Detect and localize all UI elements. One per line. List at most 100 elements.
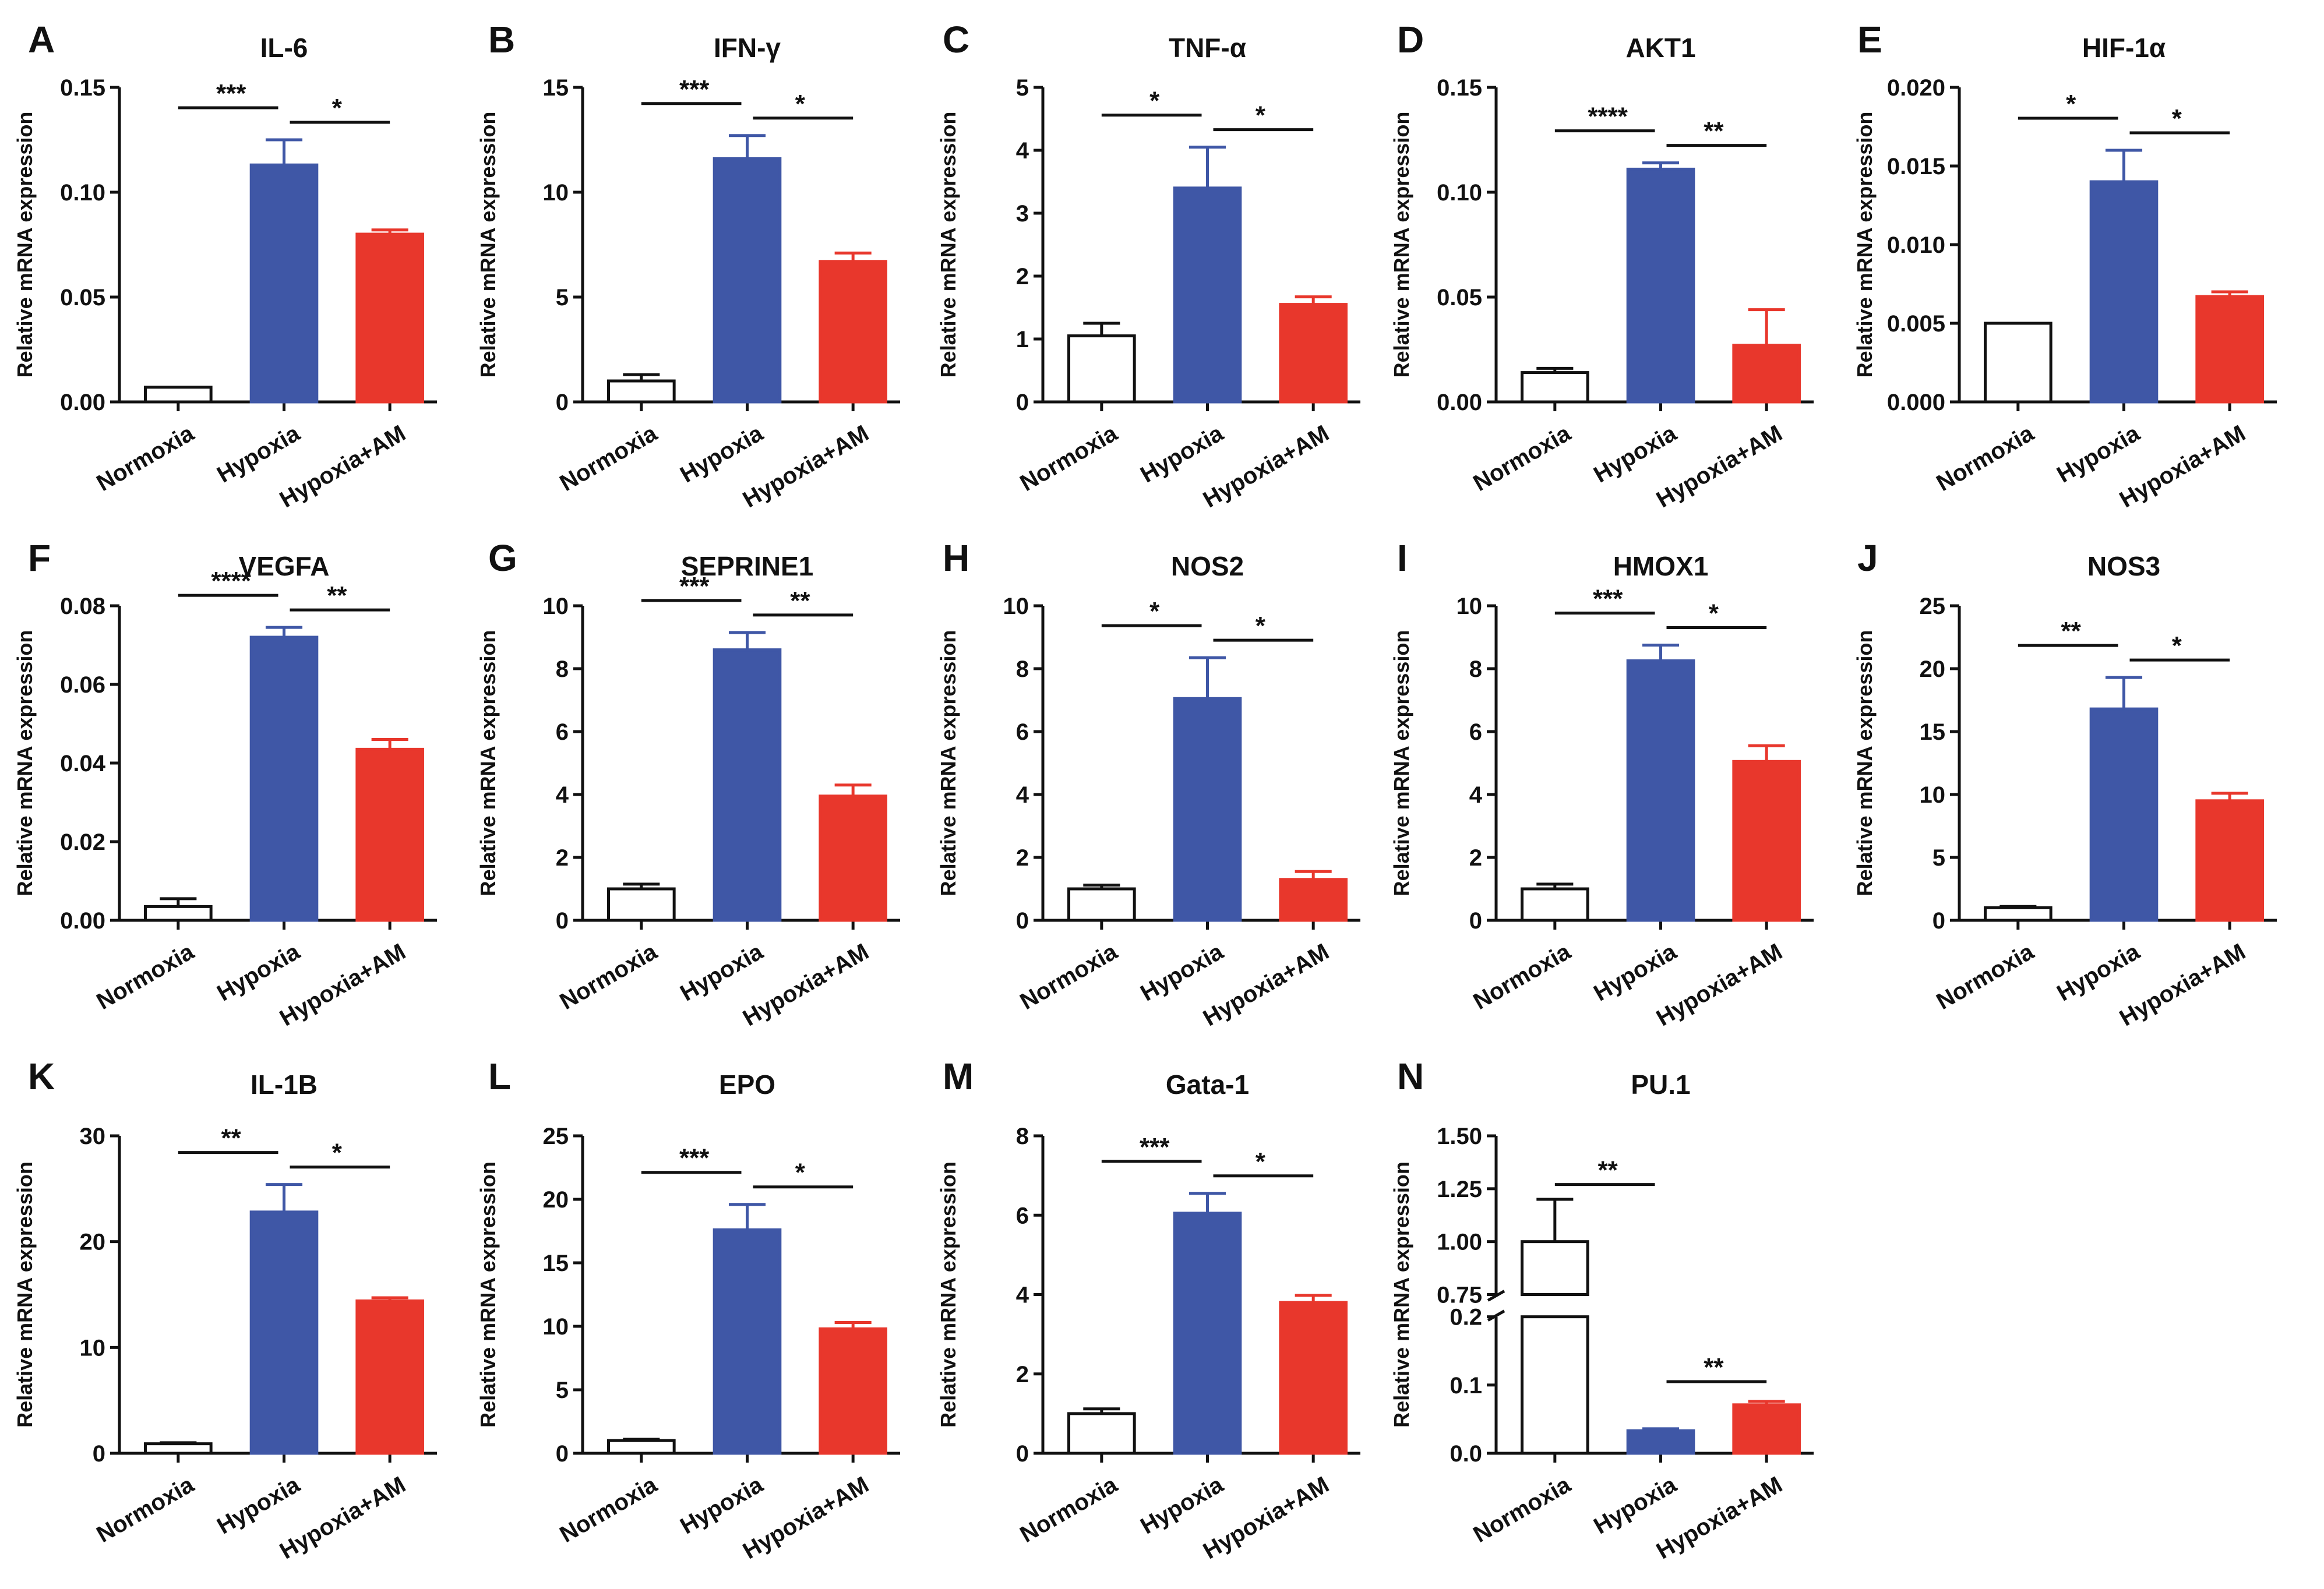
y-axis-label: Relative mRNA expression: [936, 1161, 960, 1428]
bar-hypoxia-am: [355, 1299, 424, 1455]
significance-label: *: [1149, 597, 1160, 626]
bar-hypoxia-am: [819, 260, 887, 404]
y-tick-label: 2: [1469, 845, 1482, 871]
y-tick-label: 30: [80, 1124, 106, 1149]
bar-hypoxia: [713, 157, 782, 404]
x-tick-label: Normoxia: [1932, 420, 2039, 496]
x-tick-label: Hypoxia: [1589, 938, 1681, 1006]
panel-title: EPO: [719, 1069, 775, 1100]
y-tick-label: 0.020: [1887, 75, 1945, 101]
bar-hypoxia-am: [355, 232, 424, 404]
y-tick-label: 2: [1016, 845, 1029, 871]
y-tick-label: 25: [543, 1124, 569, 1149]
panel-letter: F: [28, 537, 51, 579]
bar-hypoxia: [249, 1210, 319, 1455]
x-tick-label: Hypoxia: [213, 420, 304, 488]
y-tick-label: 0.00: [60, 908, 105, 934]
y-tick-label: 0: [1016, 390, 1029, 415]
y-tick-label: 0: [1932, 908, 1945, 934]
bar-normoxia: [144, 1442, 213, 1455]
y-tick-label: 0.005: [1887, 311, 1945, 337]
bar-hypoxia: [713, 1228, 782, 1455]
panel-M: M Gata-1 Relative mRNA expression 0 2 4 6 8 Norm…: [936, 1055, 1360, 1564]
panel-I: I HMOX1 Relative mRNA expression 0 2 4 6 8 10 Nor…: [1390, 537, 1814, 1031]
panel-title: IL-6: [260, 33, 308, 63]
panel-title: AKT1: [1625, 33, 1695, 63]
y-tick-label: 15: [543, 1251, 569, 1276]
panel-title: IL-1B: [251, 1069, 318, 1100]
y-tick-label: 8: [1016, 1124, 1029, 1149]
x-tick-label: Normoxia: [556, 938, 662, 1015]
bar-hypoxia-am: [2195, 295, 2264, 404]
x-tick-label: Hypoxia: [1589, 420, 1681, 488]
y-tick-label: 8: [1016, 656, 1029, 682]
significance-label: *: [332, 1139, 343, 1167]
panel-letter: G: [488, 537, 517, 579]
panel-letter: N: [1397, 1055, 1424, 1097]
x-tick-label: Hypoxia: [676, 420, 767, 488]
panel-letter: I: [1397, 537, 1408, 579]
panel-L: L EPO Relative mRNA expression 0 5 10 15 20 25 No…: [476, 1055, 900, 1564]
y-tick-label: 2: [1016, 264, 1029, 289]
y-tick-label: 0.010: [1887, 232, 1945, 258]
panel-title: PU.1: [1631, 1069, 1690, 1100]
panel-title: Gata-1: [1166, 1069, 1249, 1100]
panel-letter: B: [488, 19, 515, 61]
y-tick-label: 6: [1469, 719, 1482, 745]
y-tick-label: 25: [1920, 594, 1946, 619]
significance-label: **: [327, 581, 347, 610]
x-tick-label: Normoxia: [1016, 420, 1122, 496]
y-axis-label: Relative mRNA expression: [1390, 630, 1413, 896]
x-tick-label: Hypoxia: [2053, 420, 2144, 488]
significance-label: **: [221, 1124, 242, 1153]
y-tick-label: 1.25: [1437, 1177, 1482, 1202]
y-tick-label: 1: [1016, 327, 1029, 352]
y-tick-label: 0.10: [1437, 180, 1482, 206]
panel-letter: M: [943, 1055, 974, 1097]
y-tick-label: 0.15: [60, 75, 105, 101]
y-tick-label: 8: [556, 656, 569, 682]
y-axis-label: Relative mRNA expression: [936, 630, 960, 896]
significance-label: ***: [679, 75, 710, 104]
y-tick-label: 8: [1469, 656, 1482, 682]
bar-hypoxia-am: [1732, 1403, 1801, 1455]
y-tick-label: 2: [556, 845, 569, 871]
significance-label: **: [1704, 1353, 1724, 1382]
panel-N: N PU.1 Relative mRNA expression 0.0 0.1 0.20.…: [1390, 1055, 1814, 1564]
panel-A: A IL-6 Relative mRNA expression 0.00 0.05 0.1…: [13, 19, 437, 513]
bar-normoxia: [144, 386, 213, 404]
x-tick-label: Normoxia: [1016, 1471, 1122, 1548]
y-tick-label: 0: [1016, 1441, 1029, 1467]
panel-H: H NOS2 Relative mRNA expression 0 2 4 6 8 10 Norm…: [936, 537, 1360, 1031]
y-tick-label: 2: [1016, 1362, 1029, 1387]
significance-label: *: [332, 94, 343, 122]
y-tick-label: 10: [1920, 782, 1946, 808]
panel-letter: A: [28, 19, 55, 61]
y-tick-label: 4: [1469, 782, 1483, 808]
bar-hypoxia: [1626, 1429, 1695, 1455]
x-tick-label: Hypoxia: [1136, 938, 1228, 1006]
significance-label: *: [2172, 631, 2182, 660]
y-tick-label: 0.04: [60, 751, 106, 776]
bar-normoxia: [1521, 887, 1589, 922]
panel-letter: H: [943, 537, 969, 579]
x-tick-label: Hypoxia: [2053, 938, 2144, 1006]
bar-hypoxia: [1173, 697, 1242, 922]
bar-normoxia: [607, 887, 676, 922]
bar-hypoxia: [2089, 707, 2159, 922]
significance-label: **: [790, 587, 810, 615]
bar-hypoxia-am: [819, 1327, 887, 1455]
y-tick-label: 6: [1016, 719, 1029, 745]
x-tick-label: Normoxia: [1016, 938, 1122, 1015]
bar-hypoxia-am: [1732, 760, 1801, 922]
panel-letter: L: [488, 1055, 511, 1097]
y-tick-label: 0.15: [1437, 75, 1482, 101]
y-tick-label: 5: [1932, 845, 1945, 871]
panel-letter: E: [1857, 19, 1882, 61]
significance-label: *: [795, 90, 806, 118]
bar-normoxia: [1521, 1240, 1589, 1297]
significance-label: ****: [211, 567, 251, 595]
panel-title: NOS3: [2087, 551, 2160, 581]
significance-label: ***: [679, 1144, 710, 1173]
